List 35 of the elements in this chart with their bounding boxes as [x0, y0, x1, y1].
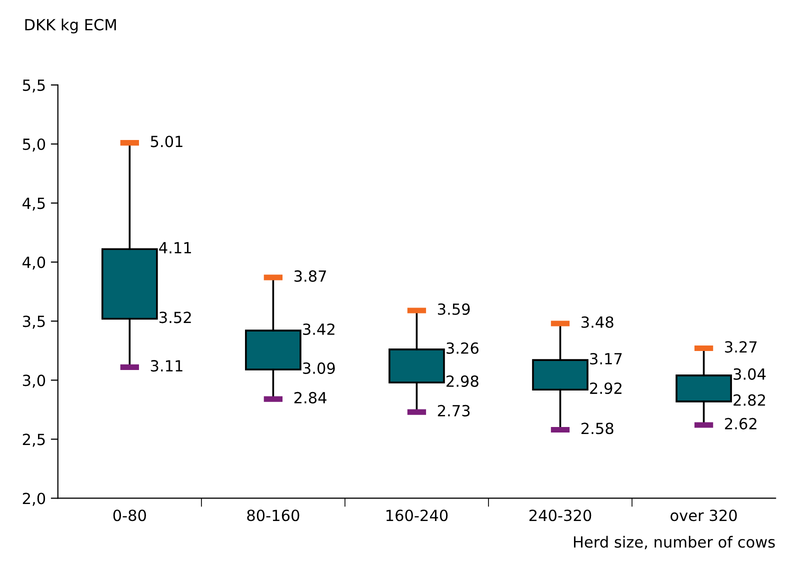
annotation: 3.09: [303, 362, 335, 374]
annotation: 3.42: [303, 323, 334, 335]
annotation: 3.52: [160, 312, 191, 324]
y-tick-label: 5,0: [22, 138, 46, 152]
annotation: 3.17: [590, 352, 622, 365]
annotation: 2.98: [446, 375, 478, 387]
annotation: 3.27: [725, 341, 757, 353]
annotation: 3.48: [582, 316, 614, 328]
x-tick-label: 80-160: [247, 510, 300, 522]
annotation: 5.01: [150, 136, 182, 148]
x-tick-label: 160-240: [386, 510, 448, 522]
x-tick-label: over 320: [670, 510, 737, 522]
annotation: 3.87: [294, 270, 326, 282]
annotation: 2.58: [581, 422, 614, 434]
y-tick-label: 4,0: [22, 256, 46, 270]
y-tick-label: 5,5: [22, 80, 45, 93]
annotation: 3.59: [438, 303, 470, 315]
annotation: 2.92: [590, 382, 622, 394]
annotation: 3.26: [446, 342, 478, 354]
annotation: 3.11: [150, 360, 182, 372]
x-axis-title: Herd size, number of cows: [574, 536, 775, 550]
annotation: 2.73: [438, 404, 470, 416]
y-tick-label: 2,5: [22, 434, 45, 447]
y-tick-label: 4,5: [22, 198, 45, 211]
x-tick-label: 240-320: [529, 510, 592, 522]
annotation: 3.04: [734, 368, 766, 380]
y-tick-label: 3,0: [22, 374, 46, 388]
annotation: 4.11: [159, 242, 191, 254]
y-tick-label: 2,0: [22, 492, 46, 506]
x-tick-label: 0-80: [113, 510, 146, 522]
annotation: 2.82: [734, 394, 765, 406]
y-axis-title: DKK kg ECM: [25, 18, 116, 34]
annotation: 2.62: [725, 418, 756, 430]
annotation: 2.84: [294, 392, 326, 404]
y-tick-label: 3,5: [22, 316, 45, 329]
